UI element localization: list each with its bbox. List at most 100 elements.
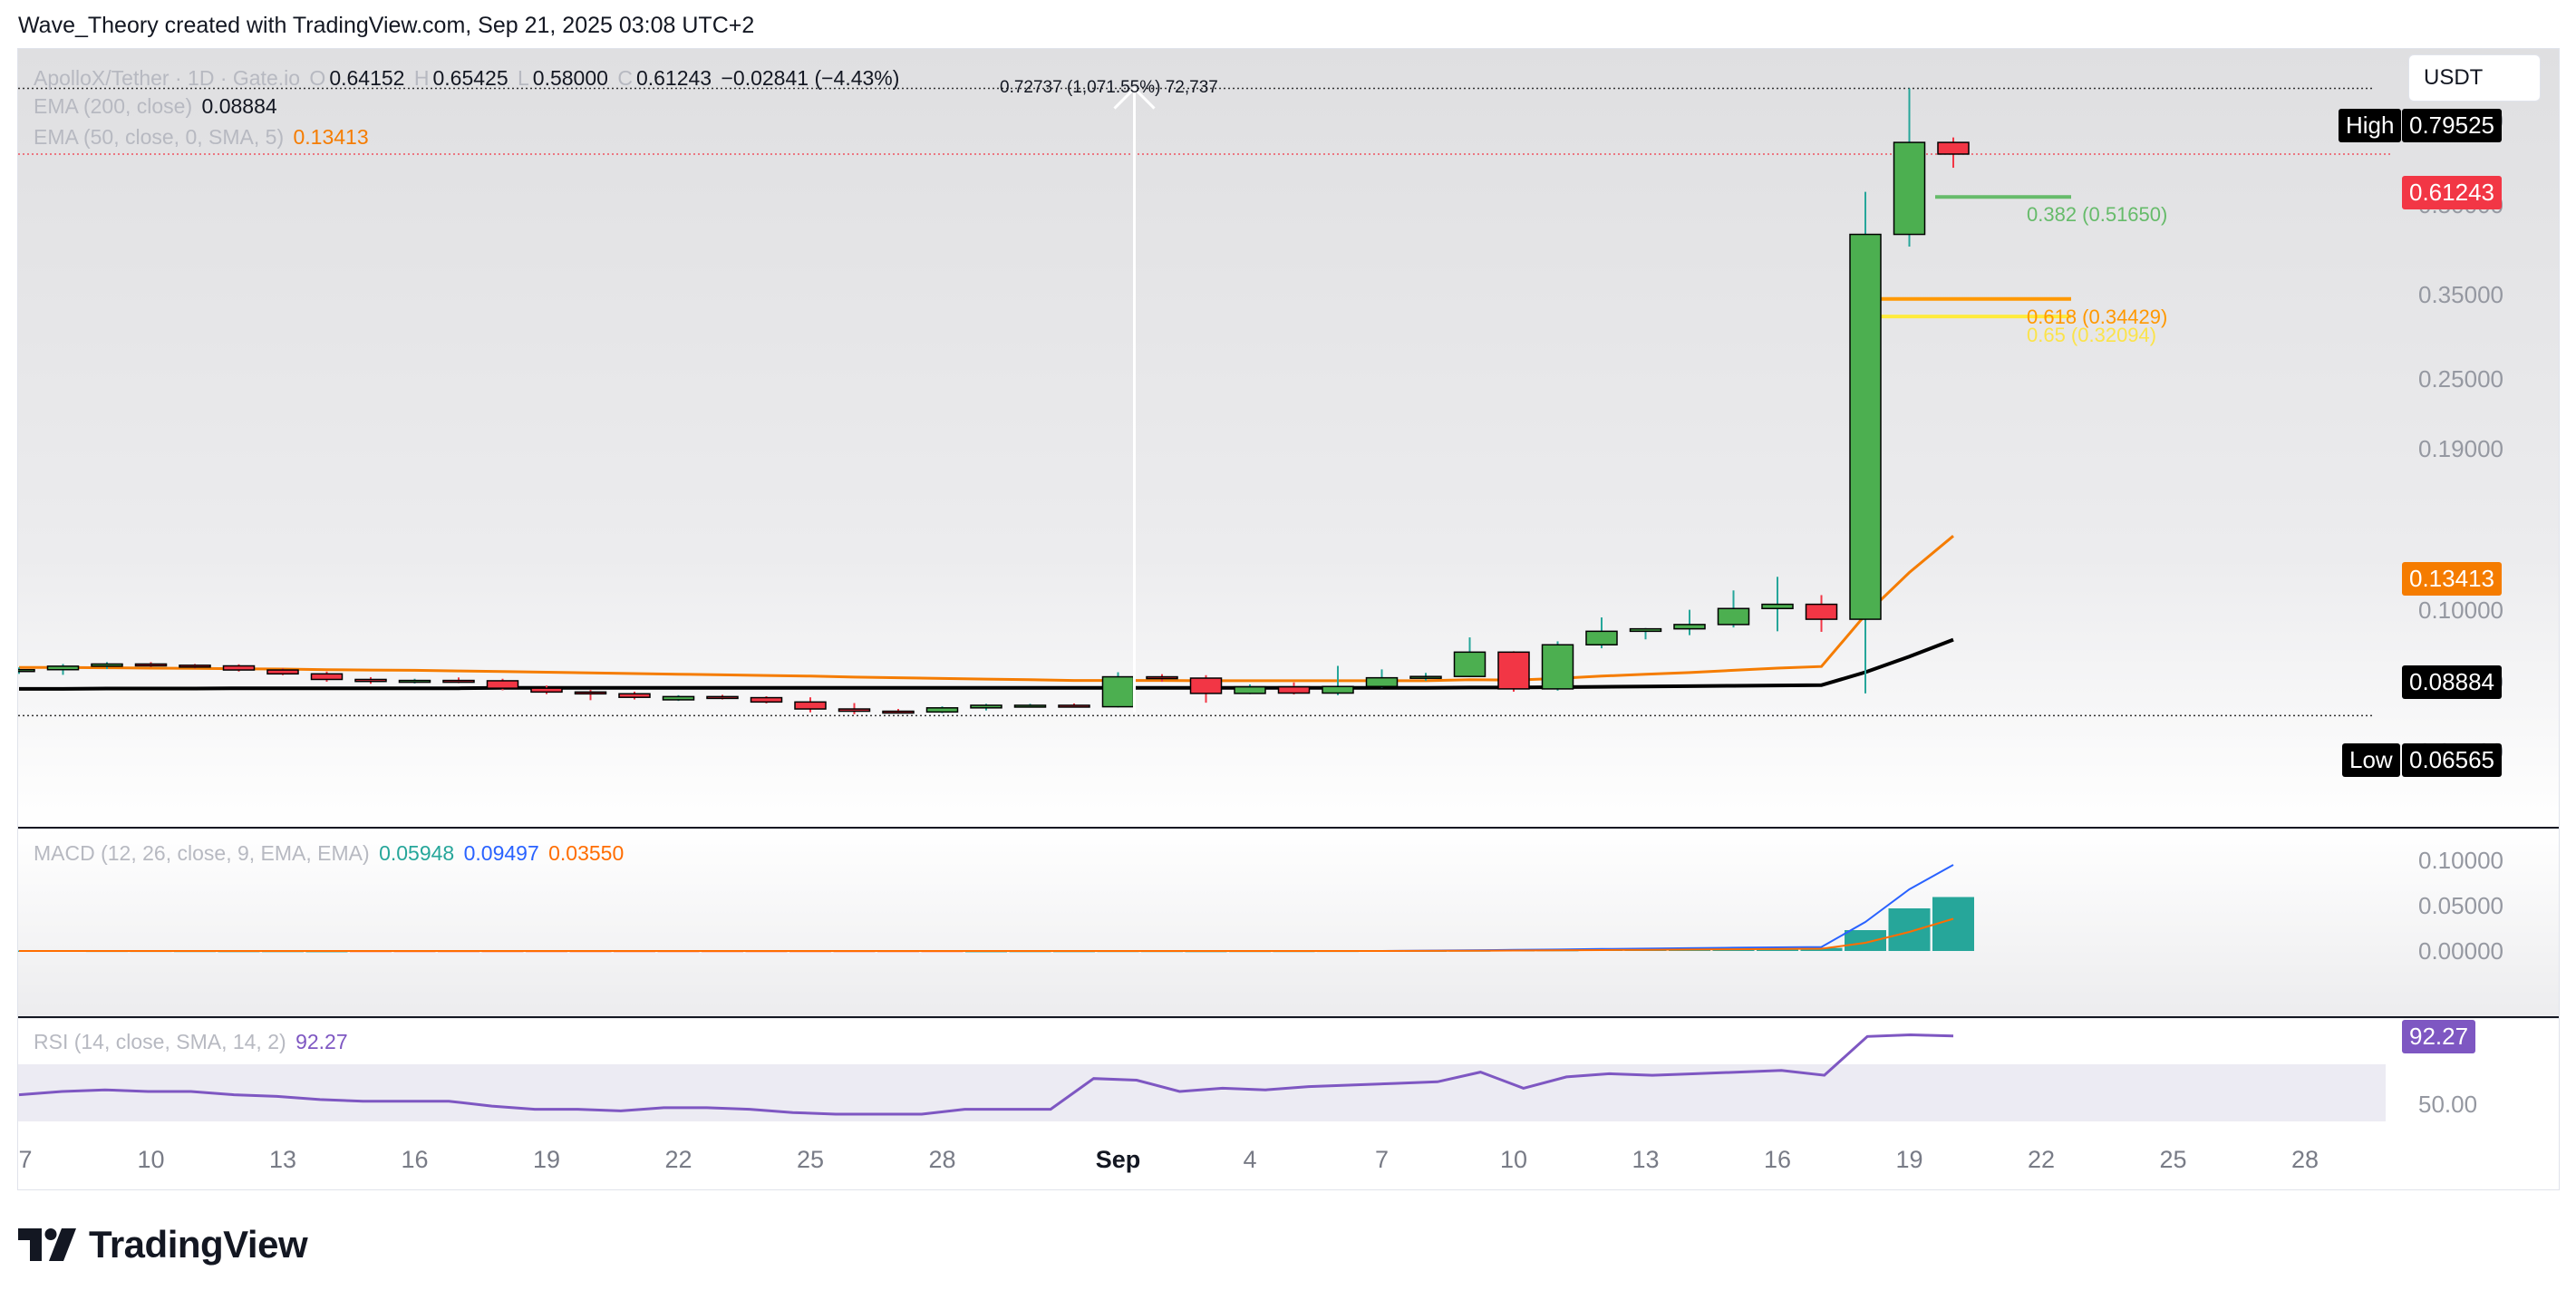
candle-body bbox=[1101, 675, 1135, 708]
time-tick-label: 7 bbox=[1374, 1146, 1390, 1173]
ema200-name[interactable]: EMA (200, close) bbox=[34, 94, 193, 118]
candle-body bbox=[1277, 685, 1311, 694]
chart-frame[interactable]: ApolloX/Tether · 1D · Gate.io O 0.64152 H… bbox=[17, 48, 2560, 1190]
ema200-tag: 0.08884 bbox=[2402, 665, 2502, 699]
candle-body bbox=[179, 665, 211, 668]
time-tick-label: 25 bbox=[796, 1146, 825, 1173]
candle-body bbox=[1189, 677, 1223, 694]
low-value-tag: 0.06565 bbox=[2402, 743, 2502, 777]
candle-body bbox=[398, 679, 431, 684]
measure-arrowhead bbox=[1113, 86, 1156, 110]
candle-body bbox=[1717, 607, 1750, 626]
open-label: O bbox=[309, 66, 326, 90]
candle-body bbox=[530, 687, 563, 694]
rsi-line bbox=[18, 1033, 1954, 1116]
time-tick-label: 16 bbox=[1763, 1146, 1792, 1173]
rsi-name[interactable]: RSI (14, close, SMA, 14, 2) bbox=[34, 1030, 286, 1053]
open-value: 0.64152 bbox=[329, 66, 405, 90]
ema200-line bbox=[19, 637, 1954, 691]
macd-tick-label: 0.05000 bbox=[2418, 892, 2503, 919]
rsi-tag: 92.27 bbox=[2402, 1020, 2476, 1053]
time-tick-label: 10 bbox=[1499, 1146, 1528, 1173]
candle-body bbox=[970, 704, 1002, 709]
candle-body bbox=[1629, 627, 1662, 633]
candle-body bbox=[1761, 603, 1794, 609]
time-tick-label: 16 bbox=[401, 1146, 429, 1173]
macd-hist-bar bbox=[1888, 908, 1931, 951]
fib-65-label: 0.65 (0.32094) bbox=[2027, 324, 2157, 346]
time-tick-label: 19 bbox=[1895, 1146, 1923, 1173]
macd-tick-label: 0.00000 bbox=[2418, 937, 2503, 965]
candle-body bbox=[794, 701, 827, 710]
time-tick-label: Sep bbox=[1095, 1146, 1141, 1173]
candle-body bbox=[266, 669, 299, 675]
time-tick-label: 10 bbox=[137, 1146, 165, 1173]
last-price-tag: 0.61243 bbox=[2402, 176, 2502, 209]
candle-body bbox=[1146, 675, 1178, 680]
ohlc-legend[interactable]: ApolloX/Tether · 1D · Gate.io O 0.64152 H… bbox=[34, 66, 903, 91]
high-value: 0.65425 bbox=[432, 66, 508, 90]
time-tick-label: 4 bbox=[1243, 1146, 1257, 1173]
ema200-legend[interactable]: EMA (200, close) 0.08884 bbox=[34, 94, 281, 119]
ema50-legend[interactable]: EMA (50, close, 0, SMA, 5) 0.13413 bbox=[34, 125, 373, 150]
rsi-legend[interactable]: RSI (14, close, SMA, 14, 2) 92.27 bbox=[34, 1030, 352, 1054]
chart-canvas[interactable] bbox=[18, 49, 2560, 1190]
candle-body bbox=[1013, 704, 1047, 708]
macd-name[interactable]: MACD (12, 26, close, 9, EMA, EMA) bbox=[34, 841, 370, 865]
candle-body bbox=[574, 691, 607, 695]
candle-body bbox=[1453, 651, 1487, 677]
candle-body bbox=[46, 665, 80, 671]
candle-body bbox=[1058, 704, 1090, 708]
symbol-name[interactable]: ApolloX/Tether · 1D · Gate.io bbox=[34, 66, 301, 90]
chart-attribution-title: Wave_Theory created with TradingView.com… bbox=[18, 13, 755, 38]
ema50-line bbox=[19, 535, 1954, 683]
price-pane-background bbox=[18, 49, 2559, 829]
candle-body bbox=[91, 663, 123, 667]
candle-body bbox=[1365, 676, 1399, 688]
candle-body bbox=[662, 695, 695, 701]
candle-body bbox=[310, 673, 344, 681]
candle-body bbox=[354, 678, 387, 683]
high-label: H bbox=[413, 66, 430, 90]
macd-pane-background bbox=[18, 829, 2559, 1019]
time-tick-label: 13 bbox=[1632, 1146, 1660, 1173]
price-tick-label: 0.10000 bbox=[2418, 596, 2503, 624]
close-label: C bbox=[617, 66, 633, 90]
macd-signal-value: 0.03550 bbox=[548, 841, 625, 865]
candle-body bbox=[1585, 630, 1618, 645]
candle-body bbox=[222, 665, 256, 671]
price-tick-label: 0.35000 bbox=[2418, 281, 2503, 309]
close-value: 0.61243 bbox=[635, 66, 712, 90]
high-value-tag: 0.79525 bbox=[2402, 109, 2502, 142]
candle-body bbox=[882, 710, 915, 714]
tradingview-logo[interactable]: TradingView bbox=[18, 1223, 308, 1266]
candle-body bbox=[1409, 675, 1442, 679]
candle-body bbox=[838, 708, 871, 713]
candle-body bbox=[618, 693, 651, 698]
rsi-value: 92.27 bbox=[295, 1030, 348, 1053]
candle-body bbox=[1322, 685, 1354, 694]
fib-382-label: 0.382 (0.51650) bbox=[2027, 203, 2168, 226]
ema200-value: 0.08884 bbox=[201, 94, 277, 118]
candle-body bbox=[1893, 141, 1926, 236]
candle-body bbox=[1849, 233, 1882, 620]
time-tick-label: 28 bbox=[928, 1146, 956, 1173]
measure-label: 0.72737 (1,071.55%) 72,737 bbox=[1000, 78, 1218, 97]
macd-hist-bar bbox=[1845, 930, 1886, 951]
tradingview-logo-icon bbox=[18, 1228, 76, 1261]
macd-legend[interactable]: MACD (12, 26, close, 9, EMA, EMA) 0.0594… bbox=[34, 841, 627, 866]
time-tick-label: 25 bbox=[2159, 1146, 2187, 1173]
currency-selector[interactable]: USDT bbox=[2408, 54, 2541, 102]
low-label: L bbox=[518, 66, 529, 90]
ema50-name[interactable]: EMA (50, close, 0, SMA, 5) bbox=[34, 125, 285, 149]
candle-body bbox=[925, 707, 959, 713]
macd-hist-value: 0.05948 bbox=[379, 841, 455, 865]
candle-body bbox=[706, 695, 739, 700]
macd-line-value: 0.09497 bbox=[463, 841, 539, 865]
high-word-tag: High bbox=[2339, 109, 2402, 142]
price-tick-label: 0.19000 bbox=[2418, 434, 2503, 462]
time-tick-label: 22 bbox=[2027, 1146, 2056, 1173]
time-tick-label: 28 bbox=[2290, 1146, 2319, 1173]
candle-body bbox=[1497, 651, 1530, 690]
fib-618-label: 0.618 (0.34429) bbox=[2027, 306, 2168, 328]
